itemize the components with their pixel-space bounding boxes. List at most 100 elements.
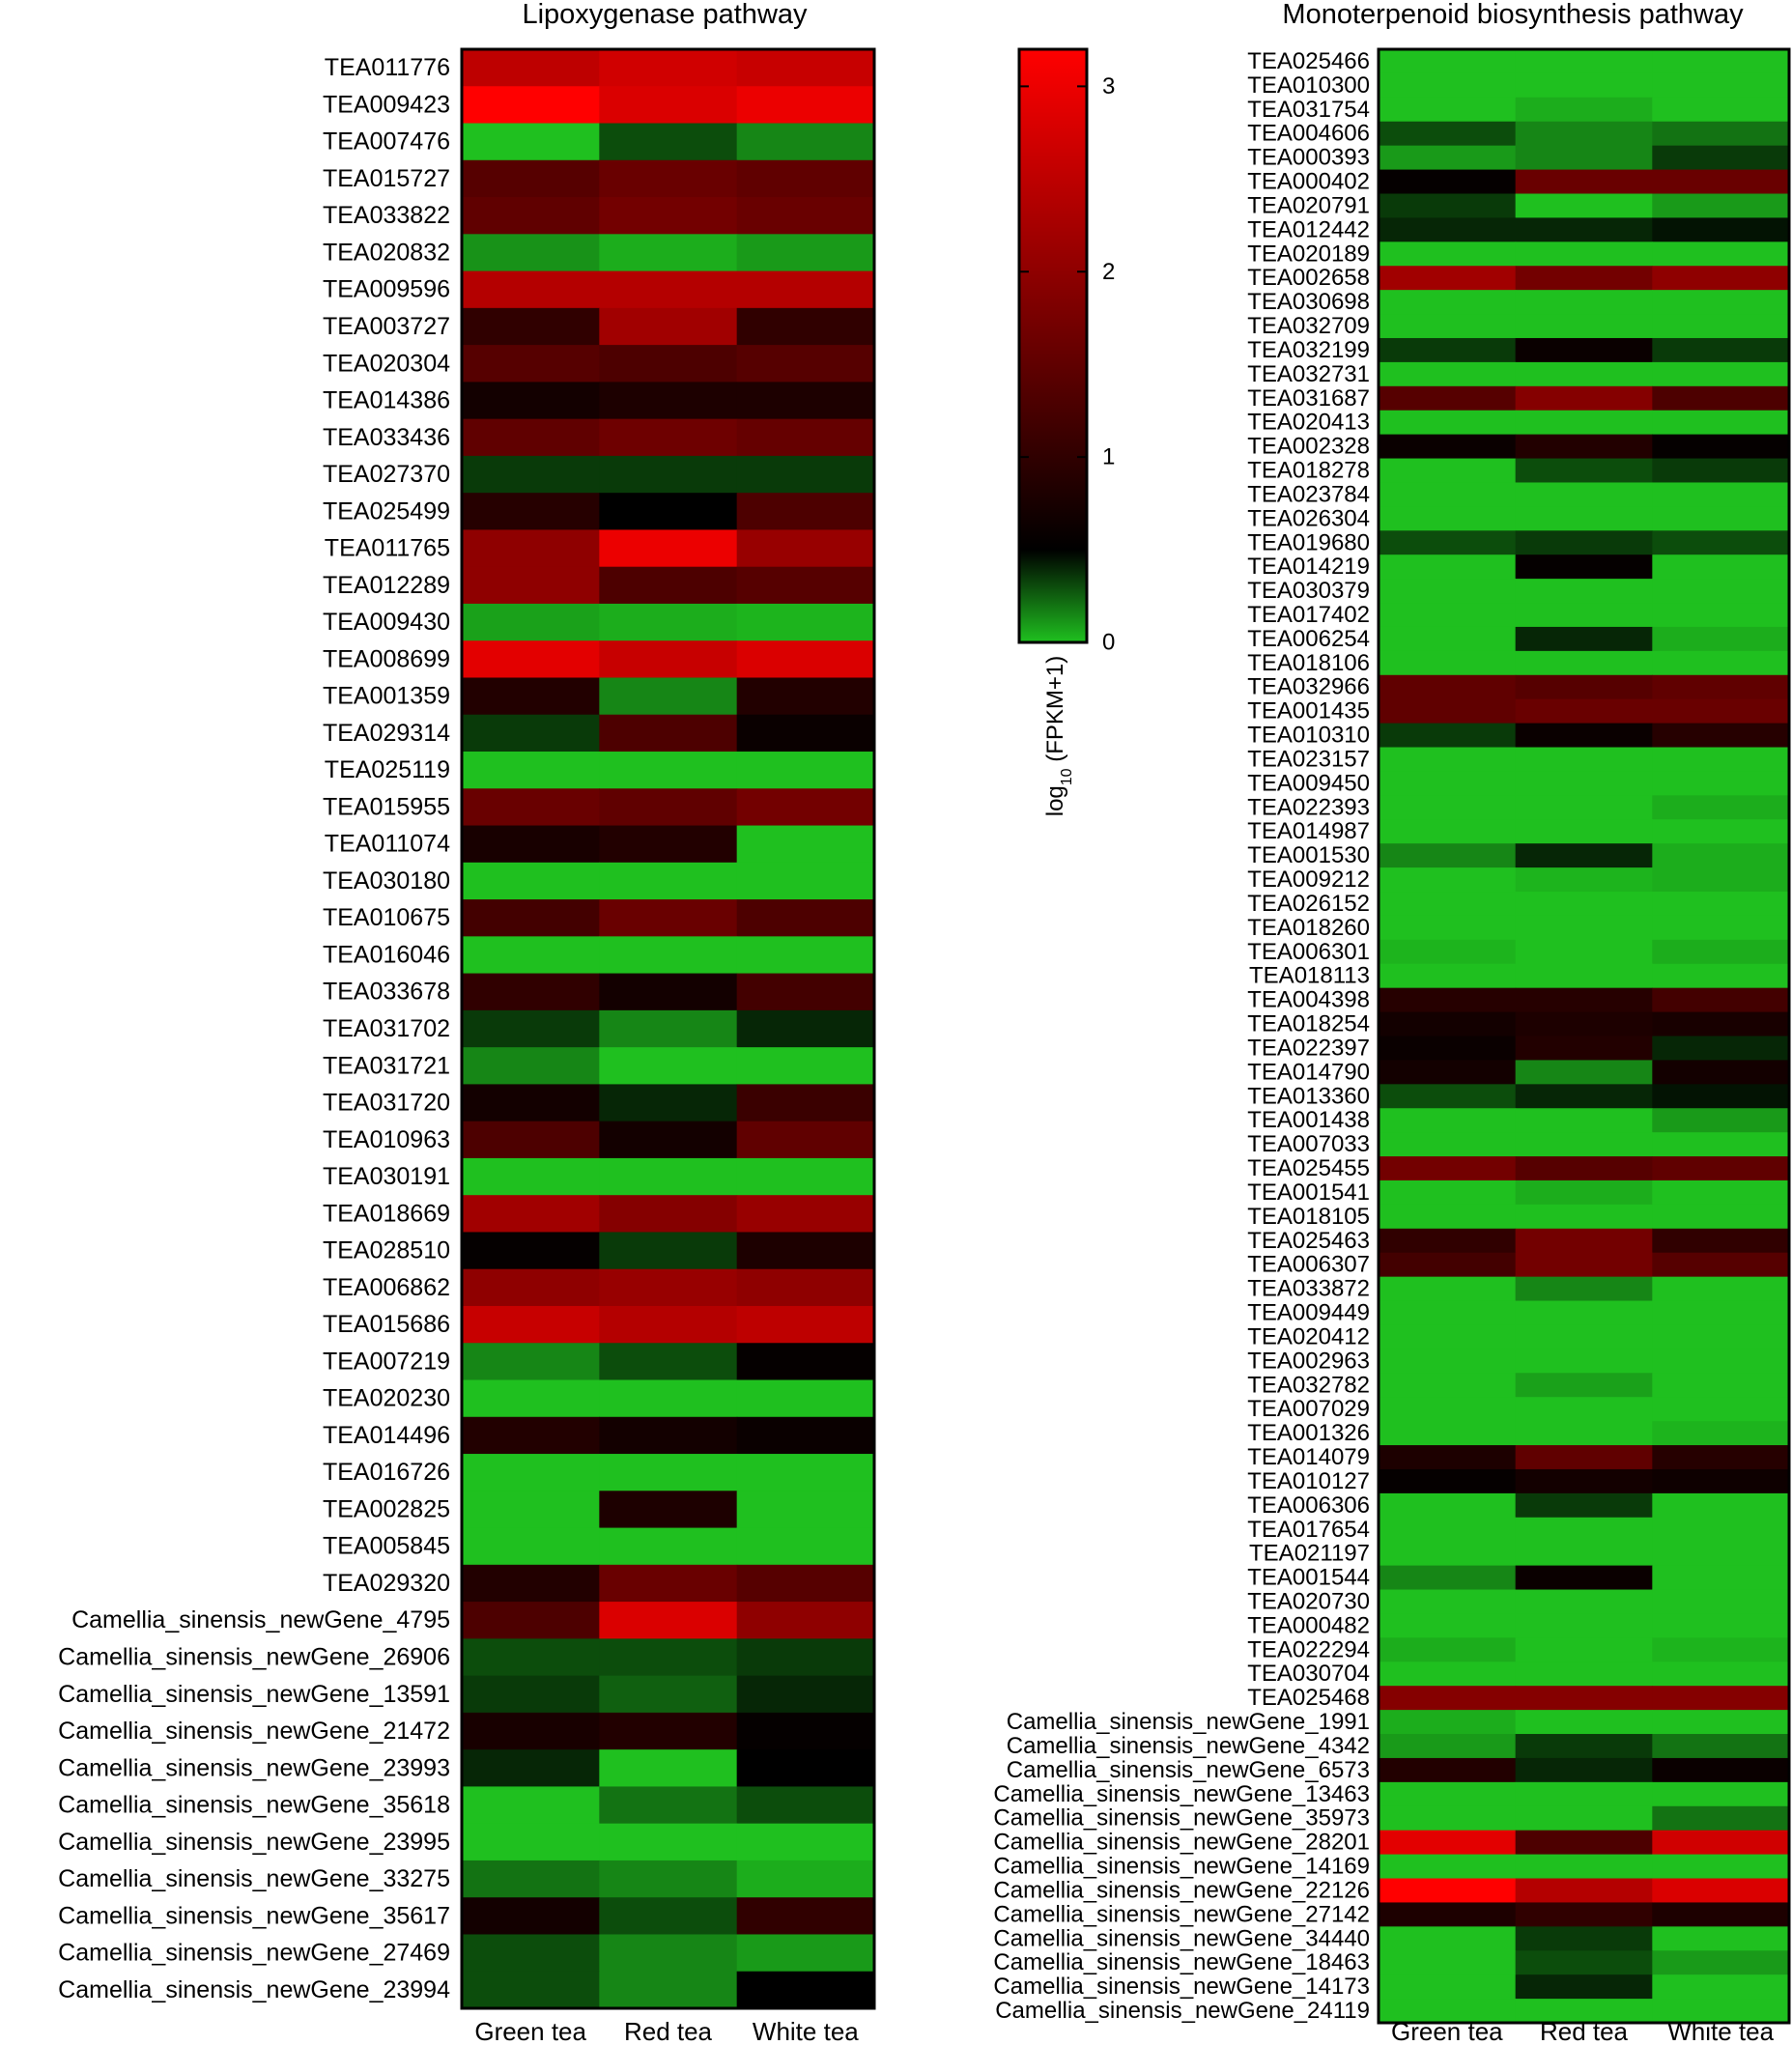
row-label: TEA016726: [323, 1459, 450, 1486]
heatmap-cell-camellia-sinensis-newgene-35973-green-tea: [1379, 1805, 1517, 1832]
heatmap-cell-tea016726-red-tea: [599, 1454, 738, 1491]
heatmap-cell-tea032709-green-tea: [1379, 314, 1517, 339]
row-label: TEA021197: [1249, 1541, 1370, 1567]
heatmap-cell-tea010675-green-tea: [462, 899, 600, 937]
row-label: TEA025119: [325, 756, 450, 783]
row-label: Camellia_sinensis_newGene_27469: [58, 1940, 450, 1967]
row-label: TEA020791: [1247, 192, 1370, 218]
heatmap-cell-tea007033-red-tea: [1515, 1132, 1653, 1157]
row-label: TEA004398: [1247, 987, 1370, 1013]
heatmap-cell-tea017402-white-tea: [1652, 603, 1790, 628]
heatmap-cell-tea031702-green-tea: [462, 1009, 600, 1048]
heatmap-cell-camellia-sinensis-newgene-27469-white-tea: [736, 1934, 875, 1973]
column-label-white-tea: White tea: [1667, 2017, 1774, 2045]
heatmap-cell-tea001326-green-tea: [1379, 1421, 1517, 1446]
heatmap-cell-tea015955-white-tea: [736, 788, 875, 827]
heatmap-cell-tea001544-green-tea: [1379, 1565, 1517, 1591]
heatmap-cell-tea014386-green-tea: [462, 382, 600, 420]
row-label: TEA027370: [323, 461, 450, 488]
heatmap-cell-camellia-sinensis-newgene-34440-green-tea: [1379, 1926, 1517, 1951]
heatmap-cell-tea001359-green-tea: [462, 677, 600, 716]
row-label: TEA025468: [1247, 1685, 1370, 1711]
row-label: TEA018254: [1247, 1011, 1370, 1037]
heatmap-cell-tea015727-red-tea: [599, 159, 738, 198]
heatmap-cell-tea033678-white-tea: [736, 973, 875, 1011]
heatmap-cell-tea017402-green-tea: [1379, 603, 1517, 628]
heatmap-cell-tea016726-white-tea: [736, 1454, 875, 1491]
heatmap-cell-tea026304-green-tea: [1379, 506, 1517, 531]
heatmap-cell-tea018105-green-tea: [1379, 1204, 1517, 1230]
heatmap-cell-camellia-sinensis-newgene-26906-white-tea: [736, 1638, 875, 1677]
heatmap-cell-tea032782-red-tea: [1515, 1373, 1653, 1398]
heatmap-cell-tea020304-white-tea: [736, 345, 875, 383]
row-label: TEA029320: [323, 1570, 450, 1597]
heatmap-cell-tea008699-red-tea: [599, 640, 738, 679]
heatmap-cell-tea032731-red-tea: [1515, 361, 1653, 387]
heatmap-cell-tea015686-white-tea: [736, 1305, 875, 1344]
heatmap-cell-tea025463-green-tea: [1379, 1228, 1517, 1254]
heatmap-cell-tea031720-white-tea: [736, 1084, 875, 1122]
heatmap-cell-tea007219-green-tea: [462, 1343, 600, 1381]
heatmap-cell-tea014987-green-tea: [1379, 819, 1517, 844]
heatmap-cell-tea023784-white-tea: [1652, 482, 1790, 507]
column-label-white-tea: White tea: [753, 2017, 859, 2045]
heatmap-cell-tea010963-red-tea: [599, 1121, 738, 1159]
heatmap-cell-tea032731-green-tea: [1379, 361, 1517, 387]
heatmap-cell-tea020832-green-tea: [462, 234, 600, 272]
row-label: TEA000482: [1247, 1612, 1370, 1638]
heatmap-cell-tea015686-green-tea: [462, 1305, 600, 1344]
heatmap-cell-tea000482-white-tea: [1652, 1613, 1790, 1638]
row-label: TEA001530: [1247, 842, 1370, 868]
heatmap-cell-tea027370-red-tea: [599, 455, 738, 494]
heatmap-cell-tea004606-red-tea: [1515, 121, 1653, 147]
row-label: TEA002825: [323, 1495, 450, 1522]
heatmap-cell-tea018278-white-tea: [1652, 458, 1790, 484]
heatmap-cell-camellia-sinensis-newgene-27142-green-tea: [1379, 1902, 1517, 1927]
heatmap-cell-tea009423-white-tea: [736, 86, 875, 125]
heatmap-cell-tea010310-green-tea: [1379, 723, 1517, 749]
heatmap-cell-tea010675-white-tea: [736, 899, 875, 937]
heatmap-cell-tea018260-white-tea: [1652, 915, 1790, 941]
heatmap-cell-tea022397-red-tea: [1515, 1036, 1653, 1062]
heatmap-cell-tea006862-white-tea: [736, 1268, 875, 1307]
heatmap-cell-tea030698-white-tea: [1652, 290, 1790, 315]
heatmap-cell-camellia-sinensis-newgene-22126-white-tea: [1652, 1878, 1790, 1904]
heatmap-cell-tea025468-green-tea: [1379, 1686, 1517, 1711]
heatmap-cell-tea021197-white-tea: [1652, 1541, 1790, 1567]
heatmap-cell-tea018106-red-tea: [1515, 650, 1653, 676]
heatmap-cell-tea017654-white-tea: [1652, 1517, 1790, 1543]
heatmap-cell-tea023157-green-tea: [1379, 747, 1517, 773]
heatmap-cell-tea001438-red-tea: [1515, 1108, 1653, 1133]
row-label: TEA007219: [323, 1348, 450, 1375]
heatmap-cell-tea009449-red-tea: [1515, 1300, 1653, 1326]
heatmap-cell-tea010300-green-tea: [1379, 72, 1517, 99]
heatmap-cell-tea020412-green-tea: [1379, 1324, 1517, 1349]
row-label: Camellia_sinensis_newGene_14173: [993, 1974, 1370, 2000]
heatmap-cell-camellia-sinensis-newgene-23993-green-tea: [462, 1749, 600, 1788]
heatmap-cell-tea020230-green-tea: [462, 1379, 600, 1418]
heatmap-cell-tea019680-white-tea: [1652, 530, 1790, 555]
heatmap-cell-tea015955-red-tea: [599, 788, 738, 827]
row-label: TEA000402: [1247, 169, 1370, 195]
row-label: TEA020832: [323, 239, 450, 266]
heatmap-cell-tea033872-white-tea: [1652, 1276, 1790, 1302]
row-label: TEA010675: [323, 904, 450, 931]
heatmap-cell-tea033678-red-tea: [599, 973, 738, 1011]
heatmap-cell-tea006306-white-tea: [1652, 1492, 1790, 1519]
row-label: TEA023784: [1247, 481, 1370, 507]
heatmap-cell-tea009430-red-tea: [599, 603, 738, 641]
row-label: TEA030379: [1247, 578, 1370, 604]
heatmap-cell-tea016046-green-tea: [462, 936, 600, 975]
heatmap-cell-tea028510-red-tea: [599, 1232, 738, 1270]
heatmap-cell-tea018669-red-tea: [599, 1195, 738, 1234]
heatmap-cell-tea009450-red-tea: [1515, 771, 1653, 796]
row-label: TEA001438: [1247, 1107, 1370, 1133]
heatmap-cell-camellia-sinensis-newgene-13463-red-tea: [1515, 1781, 1653, 1807]
heatmap-cell-tea007029-green-tea: [1379, 1397, 1517, 1422]
heatmap-cell-tea014219-red-tea: [1515, 554, 1653, 580]
heatmap-cell-tea001359-white-tea: [736, 677, 875, 716]
heatmap-cell-tea005845-red-tea: [599, 1527, 738, 1566]
heatmap-cell-tea021197-red-tea: [1515, 1541, 1653, 1567]
heatmap-cell-tea033436-white-tea: [736, 418, 875, 457]
heatmap-cell-tea020304-green-tea: [462, 345, 600, 383]
